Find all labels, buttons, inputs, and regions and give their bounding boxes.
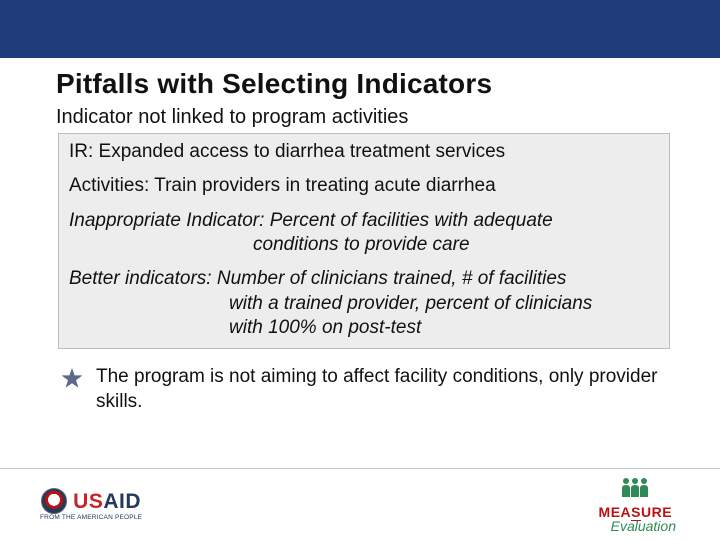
measure-people-icon	[616, 477, 654, 503]
content-area: Pitfalls with Selecting Indicators Indic…	[0, 58, 720, 414]
usaid-seal-row: USAID	[41, 488, 141, 514]
box-better: Better indicators: Number of clinicians …	[69, 267, 659, 340]
inappropriate-label: Inappropriate Indicator:	[69, 210, 264, 231]
example-box: IR: Expanded access to diarrhea treatmen…	[58, 133, 670, 349]
better-text-3: with 100% on post-test	[69, 316, 659, 340]
usaid-seal-icon	[41, 488, 67, 514]
star-note-row: The program is not aiming to affect faci…	[56, 365, 672, 414]
slide-title: Pitfalls with Selecting Indicators	[56, 68, 672, 100]
star-note-text: The program is not aiming to affect faci…	[96, 365, 672, 414]
measure-subtext: Evaluation	[611, 519, 676, 533]
measure-wordmark: MEASURE	[599, 505, 673, 519]
usaid-tagline: FROM THE AMERICAN PEOPLE	[40, 514, 142, 521]
box-inappropriate: Inappropriate Indicator: Percent of faci…	[69, 209, 659, 258]
better-label: Better indicators:	[69, 268, 212, 289]
better-text-2: with a trained provider, percent of clin…	[69, 292, 659, 316]
inappropriate-text-2: conditions to provide care	[69, 233, 659, 257]
star-icon	[60, 367, 84, 391]
slide-subtitle: Indicator not linked to program activiti…	[56, 106, 672, 129]
footer: USAID FROM THE AMERICAN PEOPLE MEASURE E…	[0, 468, 720, 540]
inappropriate-text-1: Percent of facilities with adequate	[270, 210, 553, 231]
box-ir: IR: Expanded access to diarrhea treatmen…	[69, 140, 659, 164]
topbar	[0, 0, 720, 58]
better-text-1: Number of clinicians trained, # of facil…	[217, 268, 567, 289]
slide: Pitfalls with Selecting Indicators Indic…	[0, 0, 720, 540]
usaid-logo: USAID FROM THE AMERICAN PEOPLE	[40, 488, 142, 521]
box-activities: Activities: Train providers in treating …	[69, 174, 659, 198]
measure-logo: MEASURE Evaluation	[595, 477, 676, 533]
usaid-wordmark: USAID	[73, 491, 141, 512]
